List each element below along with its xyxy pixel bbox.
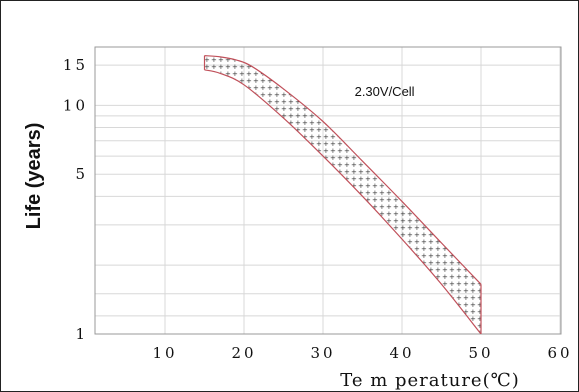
y-tick-label: 1 xyxy=(75,325,88,343)
life-band xyxy=(203,55,482,334)
x-tick-label: 40 xyxy=(389,344,414,362)
x-tick-label: 50 xyxy=(468,344,493,362)
x-tick-labels: 10 20 30 40 50 60 xyxy=(152,344,572,362)
grid-lines xyxy=(95,47,561,335)
x-tick-label: 30 xyxy=(310,344,335,362)
x-tick-label: 60 xyxy=(547,344,572,362)
x-axis-label: Te m perature(℃) xyxy=(340,370,520,391)
y-axis-label: Life (years) xyxy=(23,123,45,230)
plot-area-border xyxy=(94,46,562,335)
x-tick-label: 10 xyxy=(152,344,177,362)
band-fill xyxy=(204,55,481,334)
y-tick-label: 10 xyxy=(63,96,88,114)
band-annotation: 2.30V/Cell xyxy=(355,84,415,99)
y-tick-label: 5 xyxy=(75,165,88,183)
x-tick-label: 20 xyxy=(231,344,256,362)
upper-life-curve xyxy=(204,55,482,285)
lower-life-curve xyxy=(204,69,482,334)
y-tick-label: 15 xyxy=(63,56,88,74)
